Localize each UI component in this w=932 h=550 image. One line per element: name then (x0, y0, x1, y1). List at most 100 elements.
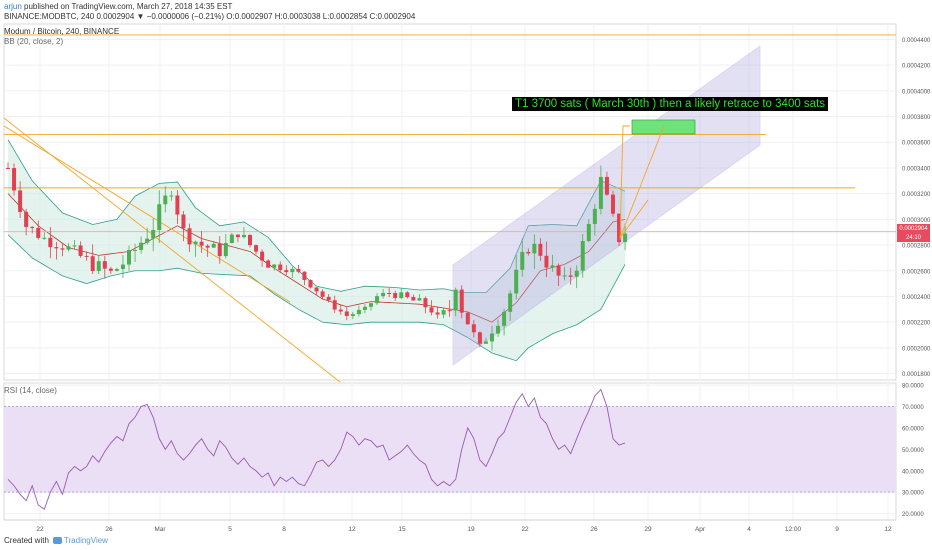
candle-down (24, 211, 29, 227)
price-tick-label: 0.0003400 (902, 166, 931, 172)
candle-up (490, 333, 494, 342)
rsi-tick-label: 50.0000 (902, 448, 924, 454)
channel-overlay (452, 45, 761, 366)
candle-up (211, 243, 216, 248)
tradingview-brand: TradingView (63, 536, 108, 545)
candle-down (181, 214, 186, 229)
candle-down (175, 195, 180, 215)
candle-down (617, 213, 622, 243)
candle-down (314, 287, 319, 292)
price-tick-label: 0.0002200 (902, 321, 931, 327)
rsi-series (7, 388, 626, 511)
candle-up (362, 306, 367, 310)
candle-down (326, 296, 331, 301)
price-tick-label: 0.0004200 (902, 64, 931, 70)
candle-down (187, 228, 192, 245)
candle-up (453, 289, 458, 311)
projection-line (619, 199, 649, 239)
candle-down (405, 292, 410, 298)
time-tick-label: 26 (590, 526, 598, 533)
candle-down (538, 243, 543, 256)
candle-down (254, 245, 259, 252)
candle-up (163, 195, 168, 205)
bb-indicator-label[interactable]: BB (20, close, 2) (4, 37, 64, 46)
tradingview-logo-icon (52, 537, 62, 544)
candle-down (102, 261, 107, 269)
ticker-line: BINANCE:MODBTC, 240 0.0002904 ▼ −0.00000… (4, 12, 416, 21)
current-price-badge: 0.0002904 (897, 224, 930, 233)
time-tick-label: 22 (521, 526, 529, 533)
bollinger-bands (7, 139, 626, 362)
candle-up (562, 275, 567, 277)
projection-line (619, 125, 665, 239)
time-tick-label: 19 (467, 526, 475, 533)
candle-down (260, 251, 265, 261)
candle-up (151, 229, 156, 239)
rsi-pane-title[interactable]: RSI (14, close) (4, 386, 57, 395)
candle-up (223, 242, 228, 257)
grid-lines (3, 23, 897, 521)
candle-down (248, 234, 252, 246)
candle-down (84, 255, 89, 257)
candle-up (272, 264, 277, 268)
rsi-line (7, 388, 626, 511)
candle-down (604, 176, 609, 195)
candle-down (447, 310, 452, 312)
target-annotation: T1 3700 sats ( March 30th ) then a likel… (512, 97, 829, 111)
candle-down (320, 291, 325, 297)
candle-down (393, 292, 398, 298)
published-line: arjun published on TradingView.com, Marc… (4, 2, 232, 11)
bb-basis-line (7, 193, 626, 323)
tradingview-logo[interactable]: TradingView (52, 536, 108, 545)
candle-up (139, 242, 144, 250)
candle-down (556, 265, 561, 276)
time-tick-label: 9 (835, 526, 839, 533)
price-tick-label: 0.0002600 (902, 269, 931, 275)
candle-down (284, 270, 289, 273)
projection-lines (619, 119, 696, 241)
candle-down (266, 260, 271, 268)
candle-up (598, 176, 603, 209)
candle-down (429, 307, 434, 313)
candle-up (580, 241, 585, 271)
candle-down (90, 256, 95, 271)
price-tick-label: 0.0003600 (902, 141, 931, 147)
candle-up (169, 195, 174, 197)
main-pane-title: Modum / Bitcoin, 240, BINANCE (4, 27, 120, 36)
candle-up (290, 268, 295, 273)
candle-up (66, 246, 71, 250)
candle-down (387, 292, 392, 294)
candle-down (302, 271, 307, 280)
rsi-band-fill (4, 406, 896, 493)
time-tick-label: 4 (747, 526, 751, 533)
candle-up (120, 264, 125, 270)
candle-down (217, 243, 222, 257)
candle-down (278, 264, 283, 271)
candle-up (550, 265, 555, 268)
candle-up (502, 311, 507, 326)
candle-down (611, 194, 615, 214)
candle-up (369, 303, 373, 307)
candle-down (471, 324, 476, 333)
candle-up (441, 310, 446, 315)
candle-up (586, 224, 591, 242)
candle-up (483, 341, 488, 344)
candle-up (133, 249, 138, 251)
time-tick-label: Apr (695, 526, 706, 533)
ascending-channel (452, 45, 761, 366)
candle-down (435, 312, 440, 315)
candle-down (459, 289, 464, 313)
footer: Created with TradingView (4, 536, 108, 545)
rsi-band (4, 406, 896, 493)
candle-up (574, 270, 579, 277)
time-tick-label: 12:00 (785, 526, 802, 533)
rsi-tick-label: 80.0000 (902, 384, 924, 390)
author-link[interactable]: arjun (4, 2, 22, 11)
time-tick-label: 29 (644, 526, 652, 533)
candle-up (375, 296, 380, 304)
price-tick-label: 0.0001800 (902, 372, 931, 378)
candle-up (42, 237, 47, 239)
downtrend-line (3, 117, 341, 383)
rsi-tick-label: 60.0000 (902, 426, 924, 432)
